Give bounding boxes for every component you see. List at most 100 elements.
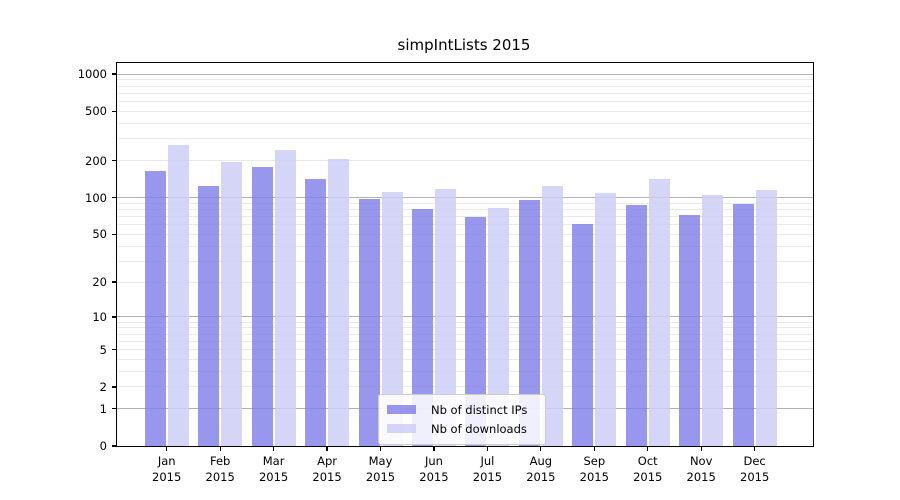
bar-downloads [541,185,563,446]
minor-gridline [117,110,813,112]
y-tick-label: 0 [99,439,107,453]
y-axis-tick [112,110,117,113]
major-gridline [117,197,813,199]
y-axis-tick [112,386,117,388]
minor-gridline [117,122,813,124]
x-axis-tick [540,446,542,451]
major-gridline [117,316,813,318]
minor-gridline [117,216,813,218]
legend: Nb of distinct IPs Nb of downloads [378,394,546,445]
bar-downloads [221,161,243,446]
y-tick-label: 100 [85,190,107,205]
bar-distinct-ips [518,199,540,446]
bar-downloads [488,208,510,446]
bar-downloads [702,194,724,446]
minor-gridline [117,85,813,87]
y-axis-tick [112,196,117,199]
x-tick-year: 2015 [312,470,342,484]
x-tick-month: Jun [424,454,443,468]
x-axis-tick [326,446,328,451]
minor-gridline [117,92,813,94]
minor-gridline [117,327,813,329]
x-tick-month: Sep [583,454,606,468]
minor-gridline [117,333,813,335]
x-tick-label: Aug 2015 [514,453,568,485]
bar-downloads [381,191,403,446]
minor-gridline [117,160,813,162]
x-tick-label: Sep 2015 [567,453,621,485]
x-tick-label: Jul 2015 [460,453,514,485]
minor-gridline [117,358,813,360]
minor-gridline [117,233,813,235]
minor-gridline [117,138,813,140]
x-tick-month: May [368,454,393,468]
y-axis-tick [112,281,117,283]
minor-gridline [117,79,813,81]
minor-gridline [117,340,813,342]
y-tick-label: 1 [99,401,107,416]
x-tick-year: 2015 [633,470,663,484]
bar-downloads [434,188,456,446]
minor-gridline [117,224,813,226]
x-axis-tick [754,446,756,451]
x-axis-tick [593,446,595,451]
bar-downloads [274,150,296,446]
legend-label-downloads: Nb of downloads [431,421,527,436]
x-tick-label: Jun 2015 [407,453,461,485]
major-gridline [117,73,813,75]
bar-downloads [167,144,189,446]
y-tick-label: 200 [85,153,107,168]
x-tick-label: Mar 2015 [247,453,301,485]
x-axis-tick [486,446,489,451]
y-tick-label: 20 [92,275,107,290]
bar-distinct-ips [679,215,701,446]
minor-gridline [117,349,813,351]
x-tick-month: Aug [529,454,553,468]
minor-gridline [117,370,813,372]
x-axis-tick [647,446,649,451]
x-axis-tick [219,446,221,451]
x-tick-month: Oct [637,454,658,468]
bar-distinct-ips [411,209,433,446]
x-tick-month: Nov [689,454,713,468]
x-tick-label: May 2015 [354,453,408,485]
y-tick-label: 500 [85,104,107,119]
y-axis-tick [112,73,117,75]
x-tick-month: Jan [157,454,176,468]
y-tick-label: 2 [99,379,107,394]
legend-label-distinct-ips: Nb of distinct IPs [431,402,528,417]
y-axis-tick [112,408,117,410]
x-tick-month: Jul [480,454,495,468]
minor-gridline [117,208,813,210]
x-tick-year: 2015 [419,470,449,484]
y-tick-label: 50 [92,227,107,242]
x-tick-year: 2015 [472,470,503,484]
bar-distinct-ips [465,216,487,446]
bar-downloads [595,193,617,446]
x-tick-month: Feb [209,454,231,468]
bar-distinct-ips [358,198,380,446]
plot-area: Nb of distinct IPs Nb of downloads 0 1 2 5 1… [78,62,814,484]
bar-downloads [328,159,350,446]
x-axis-tick [379,446,382,451]
bar-distinct-ips [251,166,273,446]
x-tick-year: 2015 [579,470,609,484]
x-axis-tick [272,446,275,451]
y-tick-label: 10 [92,309,107,324]
x-tick-label: Dec 2015 [728,453,782,485]
x-tick-year: 2015 [258,470,289,484]
y-axis-tick [112,316,117,318]
y-tick-label: 1000 [77,67,107,82]
y-axis-tick [112,348,117,351]
x-axis-tick [700,446,702,451]
x-tick-label: Oct 2015 [621,453,675,485]
x-tick-year: 2015 [526,470,556,484]
y-axis-tick [112,159,117,162]
x-tick-year: 2015 [740,470,770,484]
x-tick-month: Dec [743,454,766,468]
bar-distinct-ips [625,205,647,446]
bar-downloads [755,190,777,446]
minor-gridline [117,245,813,247]
minor-gridline [117,202,813,204]
